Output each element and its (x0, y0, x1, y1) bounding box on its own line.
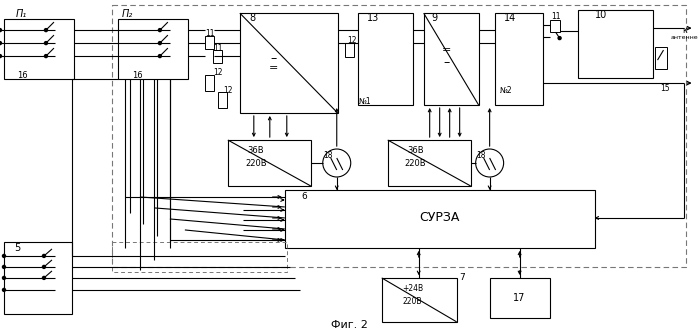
Bar (4, 19, 74, 79)
Bar (578, 10, 652, 78)
Bar (118, 19, 188, 79)
Bar (213, 50, 222, 63)
Circle shape (323, 149, 351, 177)
Text: 7: 7 (460, 274, 466, 283)
Bar (550, 20, 559, 32)
Text: 13: 13 (367, 13, 379, 23)
Text: 220В: 220В (405, 158, 426, 168)
Bar (388, 140, 470, 186)
Bar (218, 92, 227, 108)
Text: 16: 16 (17, 71, 27, 80)
Text: 9: 9 (432, 13, 438, 23)
Bar (205, 36, 214, 49)
Circle shape (558, 37, 561, 40)
Text: 10: 10 (596, 10, 608, 20)
Bar (240, 13, 338, 113)
Text: =: = (269, 63, 279, 73)
Circle shape (0, 54, 1, 57)
Circle shape (158, 29, 162, 32)
Circle shape (158, 54, 162, 57)
Circle shape (43, 265, 46, 269)
Text: 36В: 36В (248, 145, 264, 154)
Bar (285, 190, 594, 248)
Text: 220В: 220В (245, 158, 267, 168)
Bar (112, 5, 687, 267)
Text: 11: 11 (551, 12, 560, 21)
Bar (424, 13, 479, 105)
Circle shape (43, 277, 46, 280)
Text: 12: 12 (213, 68, 223, 77)
Text: №1: №1 (358, 97, 371, 106)
Text: 220В: 220В (403, 297, 422, 306)
Text: –: – (444, 55, 450, 69)
Text: П₁: П₁ (16, 9, 27, 19)
Text: СУРЗА: СУРЗА (419, 211, 460, 224)
Circle shape (45, 29, 48, 32)
Circle shape (45, 42, 48, 44)
Bar (495, 13, 542, 105)
Text: 14: 14 (503, 13, 516, 23)
Text: =: = (442, 45, 452, 55)
Text: 12: 12 (347, 36, 356, 44)
Circle shape (3, 254, 6, 257)
Circle shape (3, 277, 6, 280)
Text: 16: 16 (132, 71, 144, 80)
Text: 5: 5 (14, 243, 20, 253)
Text: 36В: 36В (407, 145, 424, 154)
Circle shape (158, 42, 162, 44)
Bar (344, 43, 354, 57)
Text: антенне: антенне (671, 35, 699, 40)
Circle shape (0, 42, 1, 44)
Text: 11: 11 (205, 29, 215, 38)
Text: 18: 18 (476, 150, 485, 159)
Bar (4, 242, 72, 314)
Circle shape (43, 254, 46, 257)
Text: 11: 11 (213, 43, 223, 52)
Text: –: – (271, 51, 277, 65)
Bar (654, 47, 666, 69)
Circle shape (476, 149, 503, 177)
Text: №2: №2 (499, 86, 512, 95)
Text: 8: 8 (250, 13, 256, 23)
Text: к: к (682, 26, 687, 35)
Circle shape (0, 29, 1, 32)
Text: Фиг. 2: Фиг. 2 (331, 320, 368, 330)
Circle shape (45, 54, 48, 57)
Bar (205, 75, 214, 91)
Text: 6: 6 (302, 193, 307, 202)
Text: 18: 18 (323, 150, 332, 159)
Bar (228, 140, 311, 186)
Text: 15: 15 (661, 84, 671, 93)
Text: 12: 12 (223, 86, 232, 95)
Text: П₂: П₂ (122, 9, 133, 19)
Text: +24В: +24В (402, 285, 424, 293)
Circle shape (3, 265, 6, 269)
Bar (382, 278, 456, 322)
Bar (489, 278, 550, 318)
Circle shape (3, 289, 6, 291)
Bar (112, 242, 287, 272)
Text: 17: 17 (513, 293, 526, 303)
Bar (358, 13, 413, 105)
